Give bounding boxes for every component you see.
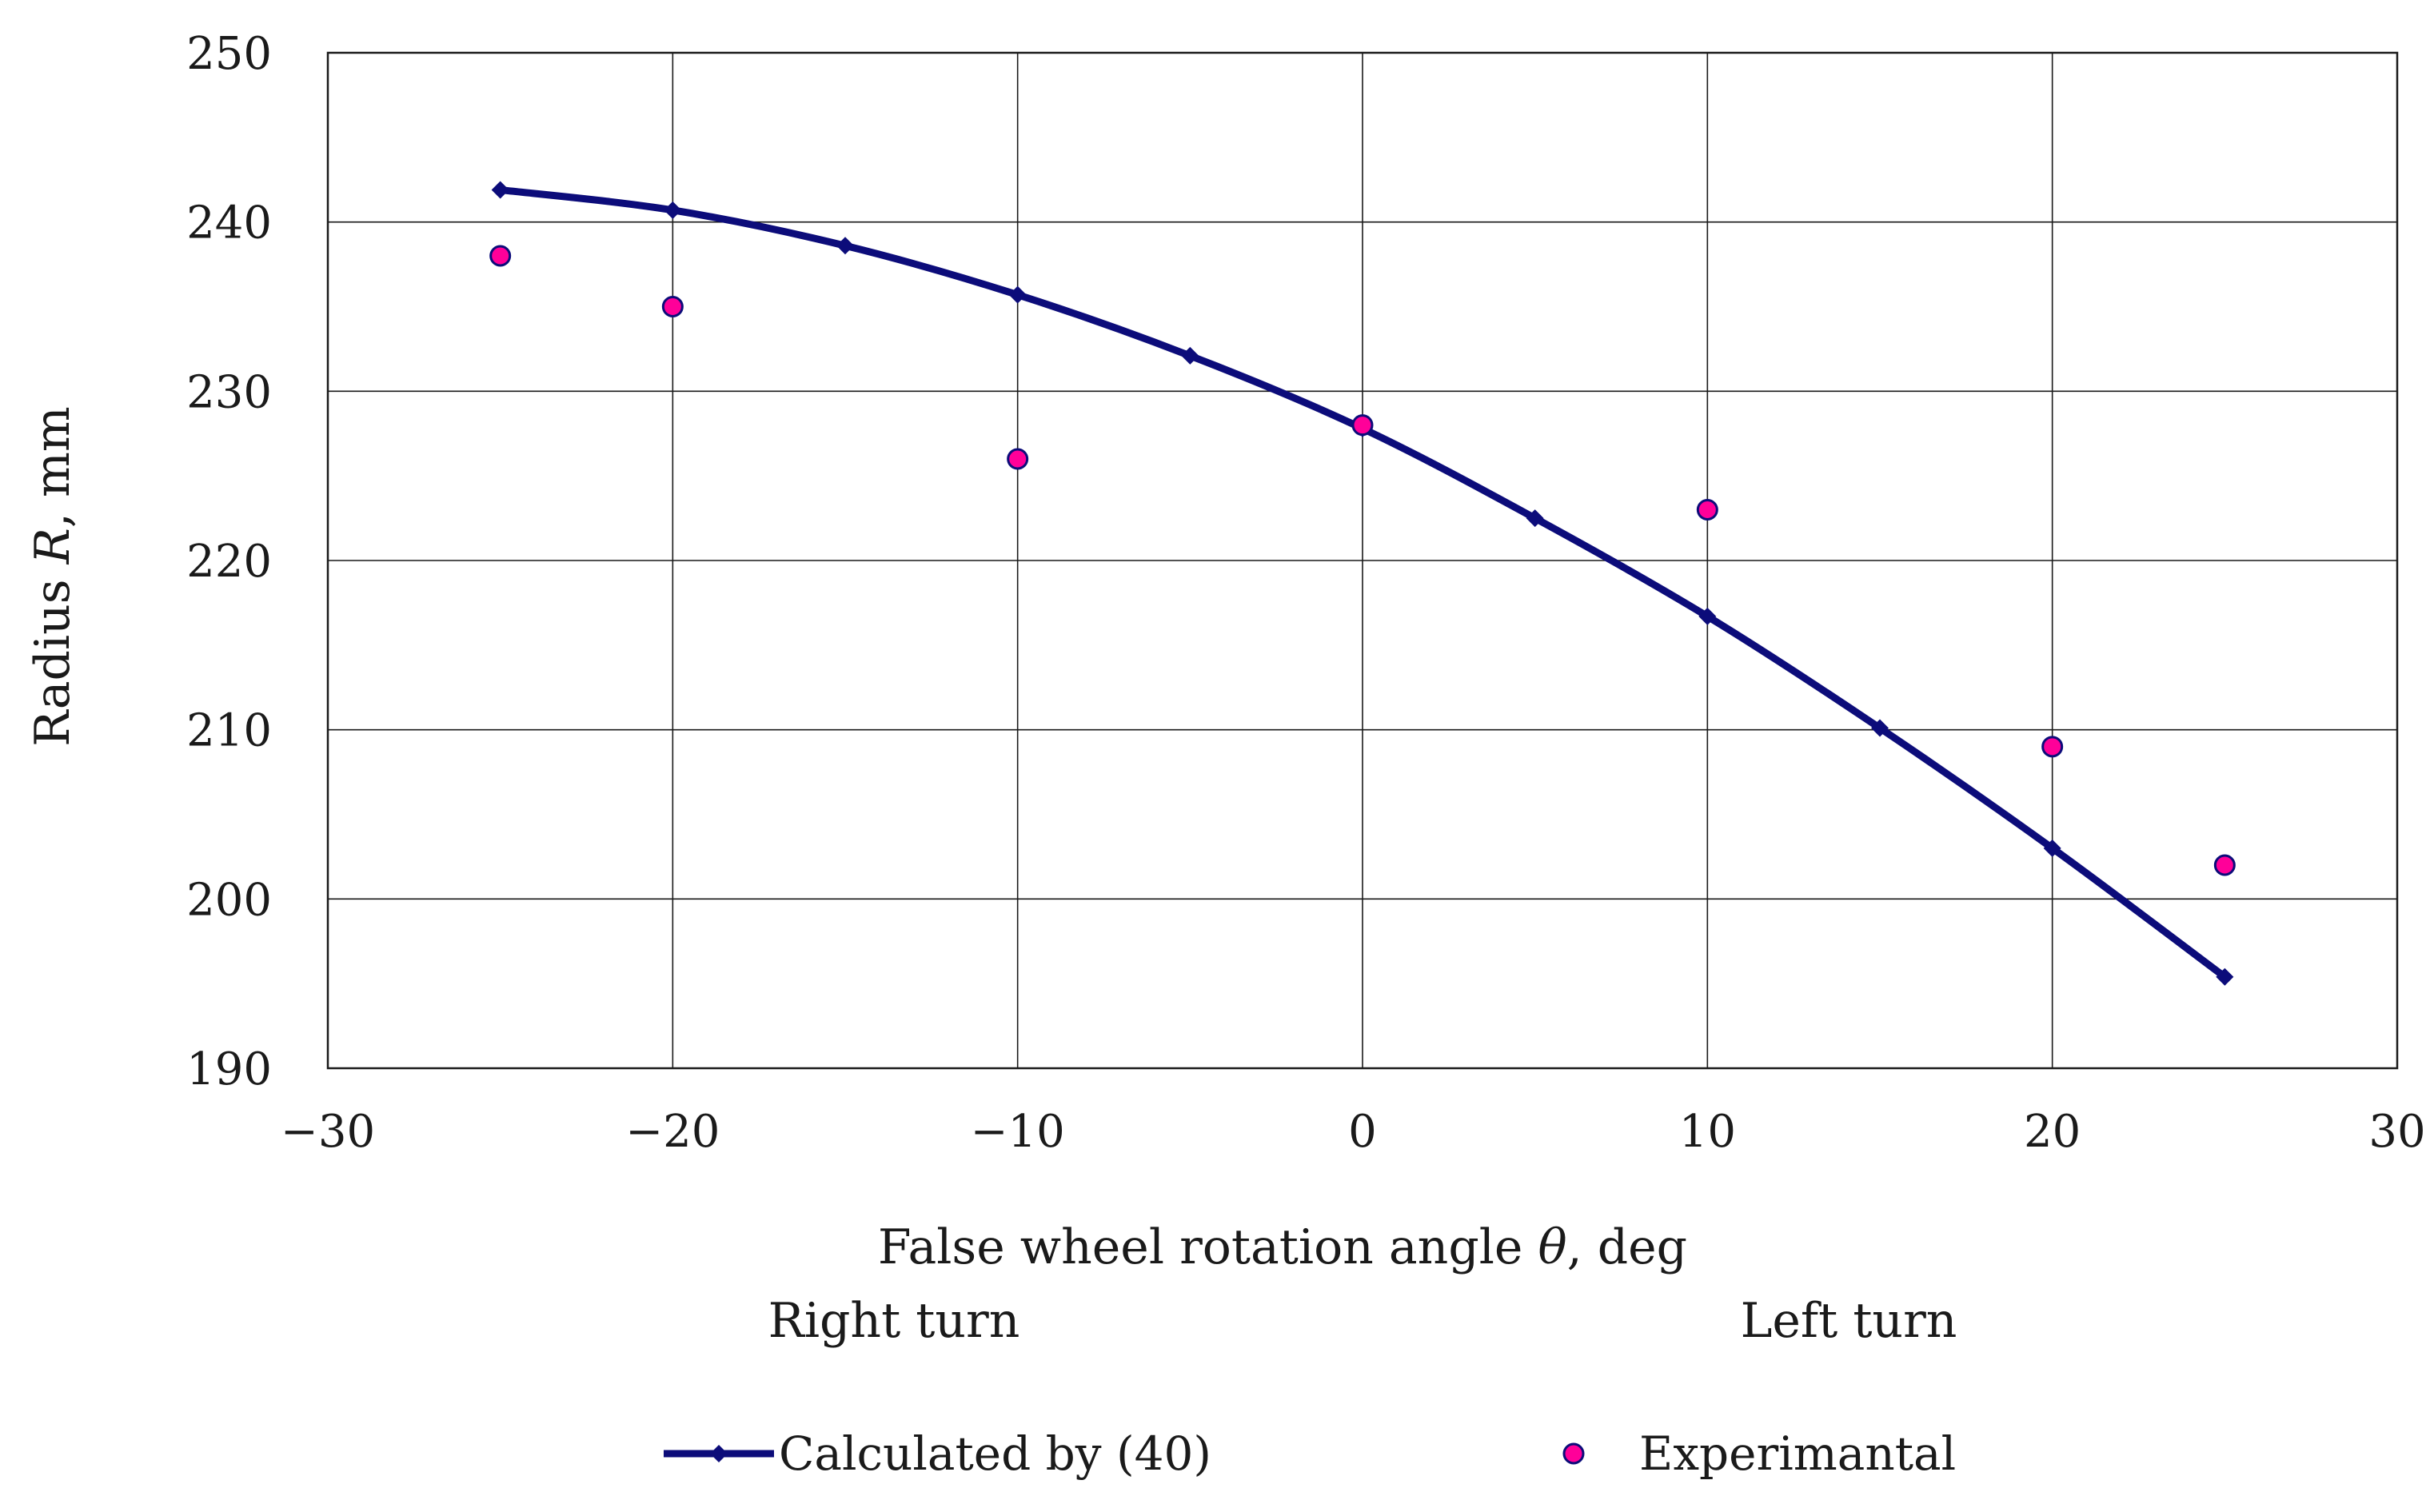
- experimental-point: [1696, 499, 1718, 521]
- calculated-point: [1181, 346, 1199, 365]
- annotation-right-turn: Right turn: [768, 1293, 1020, 1349]
- x-tick-label: −20: [625, 1106, 720, 1158]
- experimental-point: [1351, 414, 1374, 437]
- series-line-calculated: [497, 186, 2229, 981]
- x-tick-label: 0: [1348, 1106, 1377, 1158]
- x-tick-label: 20: [2024, 1106, 2081, 1158]
- experimental-point: [2213, 854, 2236, 876]
- x-axis-title: False wheel rotation angle θ, deg: [878, 1219, 1687, 1275]
- y-tick-label: 190: [186, 1043, 272, 1095]
- calculated-point: [836, 237, 854, 255]
- legend-dot-swatch: [1562, 1442, 1585, 1465]
- calculated-point: [664, 201, 682, 219]
- y-tick-label: 240: [186, 197, 272, 249]
- calculated-point: [1871, 719, 1889, 737]
- calculated-point: [1008, 285, 1027, 304]
- y-tick-label: 220: [186, 536, 272, 588]
- calculated-point: [2043, 839, 2061, 857]
- experimental-point: [1007, 448, 1029, 470]
- tick-labels: −30 −20 −10 0 10 20 30 190 200 210 220 230 240 250: [186, 28, 2426, 1158]
- calculated-point: [1698, 607, 1717, 625]
- experimental-point: [661, 296, 684, 317]
- calculated-point: [2216, 967, 2234, 986]
- plot-area-frame: [326, 51, 2399, 1070]
- grid: [328, 53, 2397, 1068]
- y-tick-label: 210: [186, 705, 272, 757]
- experimental-point: [489, 245, 512, 267]
- legend: Calculated by (40) Experimantal: [664, 1426, 1956, 1481]
- y-tick-label: 200: [186, 874, 272, 926]
- y-tick-label: 250: [186, 28, 272, 80]
- calculated-point: [491, 181, 509, 199]
- x-tick-label: −10: [971, 1106, 1065, 1158]
- y-axis-title: Radius R, mm: [25, 406, 81, 747]
- y-tick-label: 230: [186, 366, 272, 418]
- x-tick-label: 30: [2368, 1106, 2425, 1158]
- annotation-left-turn: Left turn: [1741, 1293, 1957, 1349]
- legend-diamond-marker: [710, 1445, 728, 1462]
- legend-item-calculated: Calculated by (40): [664, 1426, 1211, 1481]
- x-tick-label: −30: [281, 1106, 375, 1158]
- x-tick-label: 10: [1679, 1106, 1736, 1158]
- legend-label-experimental: Experimantal: [1639, 1426, 1956, 1481]
- series-layer: [489, 181, 2236, 986]
- legend-label-calculated: Calculated by (40): [779, 1426, 1211, 1481]
- legend-item-experimental: Experimantal: [1562, 1426, 1956, 1481]
- experimental-point: [2041, 736, 2064, 758]
- calculated-point: [1526, 509, 1544, 528]
